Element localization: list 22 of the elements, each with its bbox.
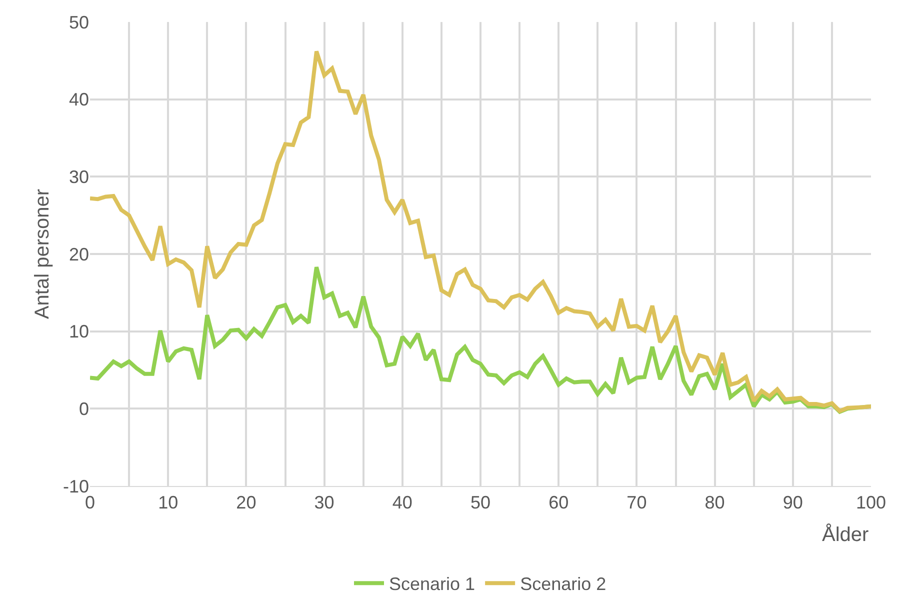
y-tick-label: 20	[68, 244, 89, 264]
x-tick-label: 60	[548, 492, 569, 513]
x-tick-label: 10	[158, 492, 178, 513]
x-tick-label: 20	[236, 492, 256, 513]
y-tick-label: 0	[78, 398, 89, 419]
y-tick-label: 10	[68, 322, 89, 342]
x-tick-label: 100	[856, 492, 886, 513]
x-tick-label: 50	[470, 492, 491, 513]
y-axis-title: Antal personer	[31, 188, 54, 320]
legend-label: Scenario 2	[520, 574, 606, 594]
x-axis-title: Ålder	[822, 523, 870, 546]
legend-label: Scenario 1	[389, 574, 476, 594]
y-tick-label: 50	[68, 12, 89, 32]
x-tick-label: 90	[782, 492, 803, 513]
x-tick-label: 30	[314, 492, 334, 513]
y-tick-label: 40	[68, 90, 89, 110]
line-series	[90, 49, 871, 413]
y-tick-label: 30	[68, 166, 89, 187]
x-tick-label: 40	[392, 492, 412, 513]
x-tick-label: 70	[626, 492, 647, 513]
y-tick-label: -10	[62, 476, 89, 496]
x-tick-label: 80	[704, 492, 725, 513]
